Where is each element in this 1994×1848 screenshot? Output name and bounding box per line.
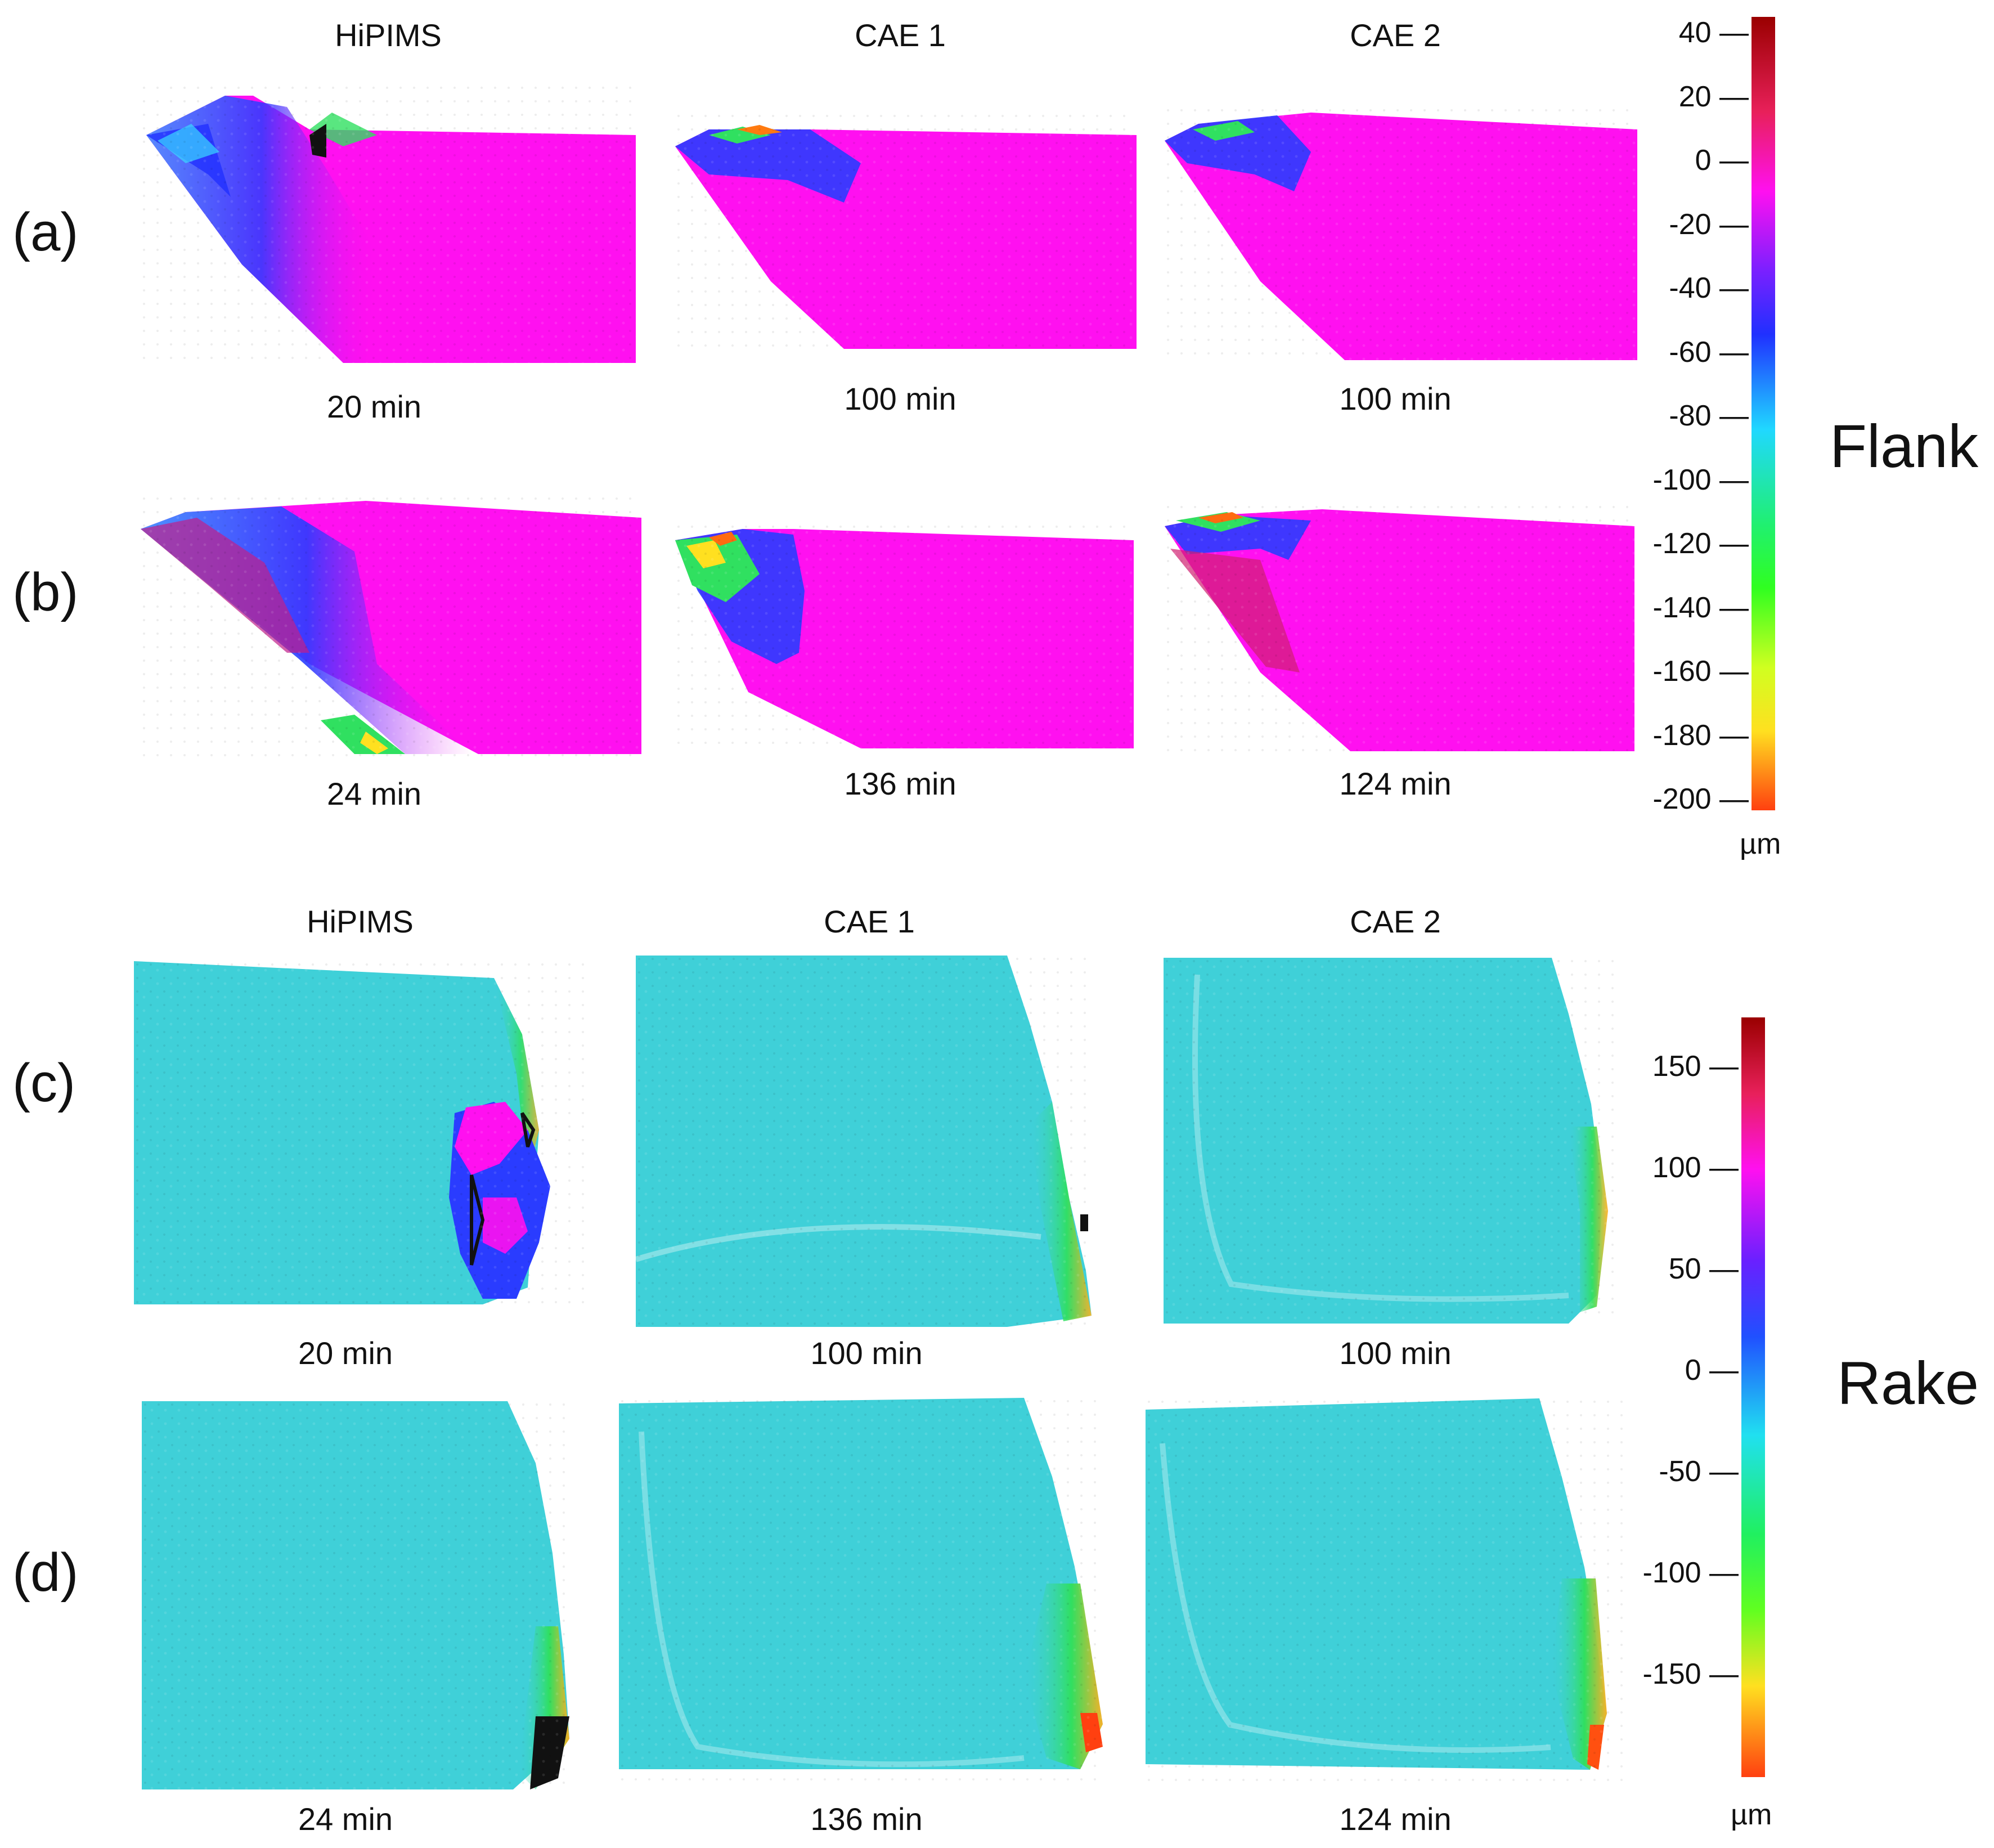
rake-tick-1: 100 — <box>1652 1151 1739 1184</box>
flank-tick-8: -120 — <box>1652 527 1749 560</box>
flank-side-label: Flank <box>1830 412 1979 480</box>
flank-tick-0: 40 — <box>1678 16 1749 49</box>
rake-time-d-cae1: 136 min <box>810 1801 923 1837</box>
flank-tick-11: -180 — <box>1652 719 1749 752</box>
flank-tick-3: -20 — <box>1669 208 1749 241</box>
flank-tick-1: 20 — <box>1678 80 1749 113</box>
rake-image-c-cae1 <box>636 956 1094 1333</box>
flank-tick-9: -140 — <box>1652 591 1749 624</box>
flank-image-b-cae2 <box>1165 504 1634 751</box>
rake-image-c-hipims <box>134 961 584 1310</box>
flank-header-cae2: CAE 2 <box>1350 17 1441 53</box>
flank-tick-10: -160 — <box>1652 655 1749 688</box>
flank-header-hipims: HiPIMS <box>335 17 442 53</box>
flank-tick-2: 0 — <box>1695 144 1749 177</box>
rake-header-cae2: CAE 2 <box>1350 904 1441 939</box>
flank-tick-12: -200 — <box>1652 783 1749 815</box>
rake-tick-6: -150 — <box>1642 1658 1739 1690</box>
rake-time-d-hipims: 24 min <box>298 1801 393 1837</box>
rake-time-d-cae2: 124 min <box>1339 1801 1452 1837</box>
flank-time-a-cae1: 100 min <box>844 381 956 416</box>
rake-header-cae1: CAE 1 <box>824 904 915 939</box>
flank-image-a-hipims <box>141 84 636 363</box>
rake-time-c-cae2: 100 min <box>1339 1335 1452 1371</box>
flank-time-a-cae2: 100 min <box>1339 381 1452 416</box>
rake-colorbar <box>1741 1017 1765 1777</box>
rake-tick-2: 50 — <box>1668 1253 1739 1285</box>
rake-tick-3: 0 — <box>1685 1354 1739 1387</box>
row-label-c: (c) <box>12 1053 75 1113</box>
rake-image-c-cae2 <box>1164 958 1619 1324</box>
flank-time-a-hipims: 20 min <box>326 389 422 424</box>
flank-colorbar-unit: µm <box>1740 828 1781 860</box>
row-label-b: (b) <box>12 562 79 622</box>
rake-side-label: Rake <box>1837 1349 1979 1417</box>
flank-time-b-cae1: 136 min <box>844 766 956 801</box>
flank-tick-6: -80 — <box>1669 400 1749 432</box>
flank-tick-4: -40 — <box>1669 272 1749 304</box>
flank-tick-5: -60 — <box>1669 335 1749 369</box>
flank-image-b-cae1 <box>675 523 1134 748</box>
flank-image-a-cae2 <box>1165 107 1637 360</box>
rake-time-c-cae1: 100 min <box>810 1335 923 1371</box>
flank-time-b-cae2: 124 min <box>1339 766 1452 801</box>
flank-image-a-cae1 <box>675 113 1137 349</box>
rake-image-d-cae1 <box>619 1398 1103 1786</box>
rake-colorbar-unit: µm <box>1731 1798 1772 1831</box>
rake-tick-4: -50 — <box>1659 1455 1739 1488</box>
row-label-a: (a) <box>12 202 79 262</box>
flank-header-cae1: CAE 1 <box>855 17 946 53</box>
rake-tick-0: 150 — <box>1652 1050 1739 1083</box>
flank-colorbar <box>1752 17 1775 810</box>
row-label-d: (d) <box>12 1542 79 1603</box>
flank-image-b-hipims <box>141 495 641 760</box>
rake-image-d-hipims <box>142 1401 575 1795</box>
flank-time-b-hipims: 24 min <box>326 776 422 811</box>
rake-image-d-cae2 <box>1146 1398 1624 1781</box>
rake-header-hipims: HiPIMS <box>307 904 414 939</box>
rake-time-c-hipims: 20 min <box>298 1335 393 1371</box>
rake-tick-5: -100 — <box>1642 1557 1739 1589</box>
flank-tick-7: -100 — <box>1652 463 1749 496</box>
